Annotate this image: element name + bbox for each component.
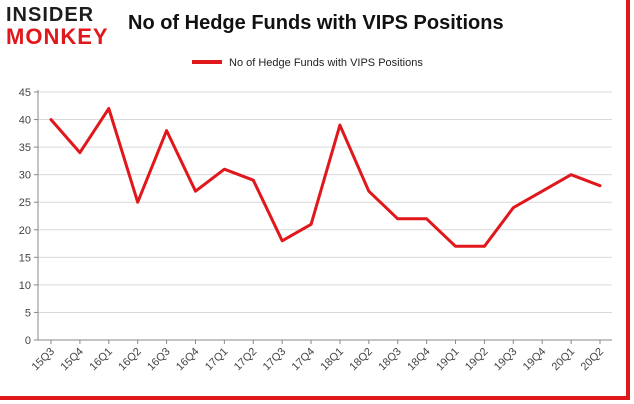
x-tick-label: 20Q2 [579, 346, 607, 374]
insider-monkey-logo: INSIDER MONKEY [6, 5, 118, 51]
x-tick-label: 17Q1 [203, 346, 231, 374]
x-tick-label: 16Q4 [174, 346, 202, 374]
x-tick-label: 19Q4 [521, 346, 549, 374]
y-tick-labels: 0 5 10 15 20 25 30 35 40 45 [19, 87, 31, 347]
logo-line-2: MONKEY [6, 24, 109, 49]
x-tick-label: 17Q2 [232, 346, 260, 374]
x-tick-label: 20Q1 [550, 346, 578, 374]
y-tick-label: 15 [19, 252, 31, 264]
x-tick-label: 16Q3 [145, 346, 173, 374]
x-tick-label: 17Q4 [290, 346, 318, 374]
x-tick-label: 18Q2 [347, 346, 375, 374]
y-tick-label: 5 [25, 307, 31, 319]
legend-label: No of Hedge Funds with VIPS Positions [229, 57, 423, 69]
y-tick-label: 10 [19, 280, 31, 292]
y-tick-label: 25 [19, 197, 31, 209]
logo-line-1: INSIDER [6, 4, 95, 26]
x-tick-labels: 15Q3 15Q4 16Q1 16Q2 16Q3 16Q4 17Q1 17Q2 17Q3 17Q4… [30, 346, 607, 374]
grid-lines [38, 91, 612, 341]
x-tick-label: 16Q1 [87, 346, 115, 374]
y-tick-label: 40 [19, 115, 31, 127]
legend: No of Hedge Funds with VIPS Positions [192, 57, 423, 69]
x-tick-label: 19Q1 [434, 346, 462, 374]
series-line-0 [49, 107, 602, 248]
chart-title: No of Hedge Funds with VIPS Positions [128, 12, 504, 34]
x-tick-label: 18Q1 [319, 346, 347, 374]
y-tick-label: 30 [19, 170, 31, 182]
x-tick-label: 18Q3 [376, 346, 404, 374]
series-lines [49, 107, 602, 248]
axes [34, 90, 612, 344]
x-tick-label: 15Q4 [58, 346, 86, 374]
x-tick-label: 16Q2 [116, 346, 144, 374]
y-tick-label: 45 [19, 87, 31, 99]
x-tick-label: 17Q3 [261, 346, 289, 374]
x-tick-label: 19Q2 [463, 346, 491, 374]
x-tick-label: 19Q3 [492, 346, 520, 374]
x-tick-label: 18Q4 [405, 346, 433, 374]
y-tick-label: 35 [19, 142, 31, 154]
x-tick-label: 15Q3 [30, 346, 58, 374]
y-tick-label: 0 [25, 335, 31, 347]
y-tick-label: 20 [19, 225, 31, 237]
